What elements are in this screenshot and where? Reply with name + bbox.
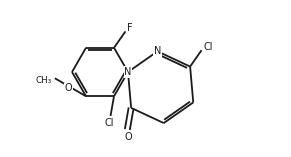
Text: N: N: [154, 46, 161, 56]
Text: F: F: [127, 23, 132, 33]
Text: Cl: Cl: [105, 118, 114, 128]
Text: CH₃: CH₃: [36, 76, 52, 85]
Text: N: N: [124, 67, 132, 77]
Text: O: O: [125, 132, 132, 141]
Text: O: O: [65, 83, 72, 93]
Text: Cl: Cl: [204, 42, 213, 52]
